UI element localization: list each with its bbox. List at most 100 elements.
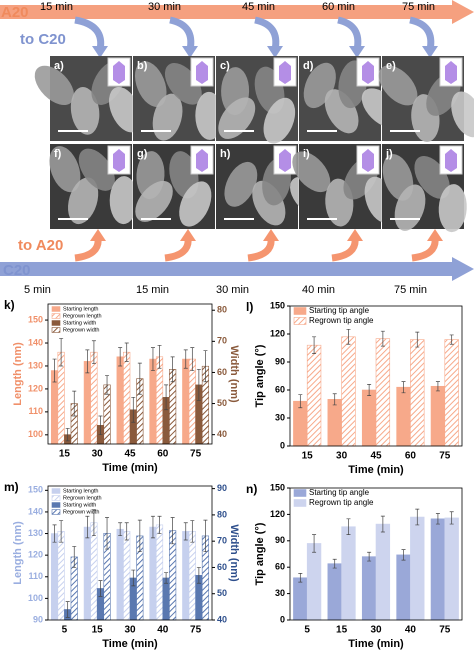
particle <box>67 177 99 225</box>
image-label: g) <box>137 148 148 160</box>
error-bar <box>415 508 420 526</box>
error-bar <box>137 362 142 395</box>
error-bar <box>105 517 110 550</box>
image-label: h) <box>220 148 231 160</box>
y-tick-label: 60 <box>275 384 285 394</box>
bar <box>149 526 157 621</box>
bar <box>162 577 170 621</box>
y-tick-label: 150 <box>28 314 43 324</box>
y-tick-label: 0 <box>280 440 285 450</box>
time-label: 75 min <box>394 284 427 296</box>
y2-tick-label: 60 <box>217 562 227 572</box>
legend-label: Starting length <box>63 488 98 494</box>
error-bar <box>65 428 70 442</box>
error-bar <box>91 509 96 537</box>
panel-label: m) <box>4 480 19 494</box>
arrow-head <box>90 229 106 241</box>
legend-swatch <box>51 509 61 515</box>
particle <box>34 65 75 106</box>
bar <box>306 344 322 447</box>
bar <box>155 356 164 445</box>
image-label: c) <box>220 60 230 72</box>
error-bar <box>435 381 440 392</box>
particle <box>218 97 256 139</box>
particle <box>451 91 474 138</box>
error-bar <box>164 384 169 411</box>
bar <box>341 336 356 447</box>
y2-axis-label: Width (nm) <box>228 524 240 582</box>
error-bar <box>98 415 103 436</box>
time-label: 5 min <box>24 284 51 296</box>
inset-crystal <box>113 149 125 172</box>
y-tick-label: 60 <box>275 562 285 572</box>
error-bar <box>118 347 123 367</box>
x-tick-label: 75 <box>190 449 202 460</box>
legend-label: Starting width <box>63 502 96 508</box>
plot-frame <box>47 485 213 621</box>
y2-tick-label: 50 <box>217 398 227 408</box>
legend-label: Regrown tip angle <box>309 498 374 507</box>
y-tick-label: 120 <box>28 383 43 393</box>
error-bar <box>91 340 96 365</box>
legend-swatch <box>293 499 307 507</box>
y-tick-label: 100 <box>28 593 43 603</box>
time-label: 30 min <box>148 1 181 13</box>
particle <box>109 176 138 225</box>
bar <box>341 526 356 621</box>
y2-tick-label: 90 <box>217 483 227 493</box>
error-bar <box>401 549 406 561</box>
y-tick-label: 30 <box>275 588 285 598</box>
y-tick-label: 150 <box>270 482 285 492</box>
y-tick-label: 100 <box>28 429 43 439</box>
legend-swatch <box>293 489 307 497</box>
bar <box>361 389 377 447</box>
error-bar <box>298 394 303 409</box>
error-bar <box>298 573 303 583</box>
x-tick-label: 15 <box>92 625 104 636</box>
x-tick-label: 40 <box>157 625 169 636</box>
bar <box>123 531 131 621</box>
error-bar <box>203 519 208 553</box>
bar <box>306 543 322 621</box>
error-bar <box>312 534 317 553</box>
bar <box>90 522 98 621</box>
y-tick-label: 140 <box>28 506 43 516</box>
error-bar <box>312 336 317 354</box>
x-tick-label: 40 <box>405 625 417 636</box>
image-label: a) <box>54 60 64 72</box>
y2-tick-label: 70 <box>217 336 227 346</box>
curve-arrow <box>337 16 362 51</box>
arrow-head <box>349 46 365 58</box>
legend-swatch <box>51 306 61 312</box>
error-bar <box>72 546 77 568</box>
y-tick-label: 120 <box>270 509 285 519</box>
error-bar <box>170 517 175 545</box>
bar <box>182 358 190 445</box>
y-tick-label: 0 <box>280 614 285 624</box>
bar <box>116 528 124 621</box>
error-bar <box>346 518 351 535</box>
label: to A20 <box>18 237 63 254</box>
y2-tick-label: 50 <box>217 588 227 598</box>
inset-crystal <box>196 149 208 172</box>
legend-swatch <box>51 495 61 501</box>
error-bar <box>65 601 70 618</box>
y-tick-label: 110 <box>28 406 43 416</box>
y-tick-label: 110 <box>28 571 43 581</box>
legend-label: Regrown length <box>63 495 102 501</box>
legend-label: Regrown width <box>63 327 99 333</box>
error-bar <box>85 349 90 374</box>
image-label: d) <box>303 60 314 72</box>
y-tick-label: 120 <box>28 550 43 560</box>
legend-swatch <box>293 307 307 315</box>
x-axis-label: Time (min) <box>102 638 158 650</box>
time-label: 60 min <box>322 1 355 13</box>
x-tick-label: 30 <box>124 625 136 636</box>
legend-label: Starting length <box>63 306 98 312</box>
bar <box>123 351 131 445</box>
panel-label: l) <box>246 300 253 314</box>
bar <box>375 338 391 447</box>
y-tick-label: 130 <box>28 528 43 538</box>
legend-swatch <box>51 313 61 319</box>
